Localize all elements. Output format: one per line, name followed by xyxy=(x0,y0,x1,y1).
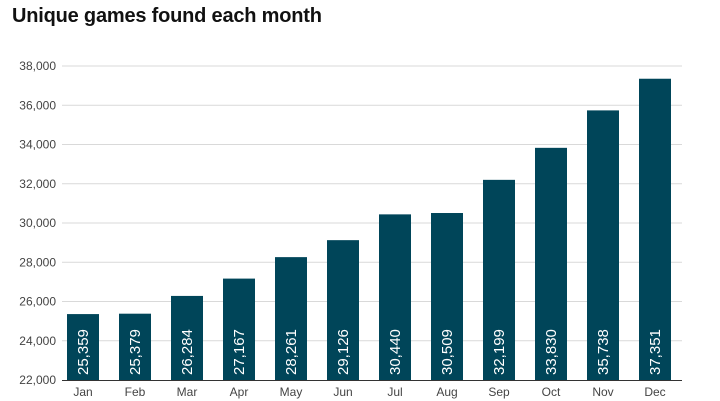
y-tick-label: 24,000 xyxy=(19,334,56,348)
y-tick-label: 34,000 xyxy=(19,138,56,152)
bar xyxy=(587,110,619,380)
y-tick-label: 32,000 xyxy=(19,177,56,191)
y-tick-label: 36,000 xyxy=(19,98,56,112)
bar xyxy=(67,314,99,380)
bar-value-label: 26,284 xyxy=(179,329,196,375)
bar xyxy=(171,295,203,380)
bar xyxy=(639,78,671,380)
x-tick-label: Apr xyxy=(230,385,249,399)
bar xyxy=(119,313,151,380)
y-tick-label: 26,000 xyxy=(19,295,56,309)
bar-value-label: 33,830 xyxy=(543,329,560,375)
bar-value-label: 25,359 xyxy=(75,329,92,375)
x-tick-label: Feb xyxy=(125,385,146,399)
gridlines xyxy=(62,65,682,342)
bar xyxy=(223,278,255,380)
x-tick-label: Jun xyxy=(333,385,352,399)
bar xyxy=(431,213,463,380)
bar-value-label: 29,126 xyxy=(335,329,352,375)
x-tick-label: Dec xyxy=(644,385,665,399)
bar xyxy=(483,179,515,380)
bar xyxy=(535,147,567,380)
y-tick-label: 30,000 xyxy=(19,216,56,230)
x-tick-label: Jul xyxy=(387,385,402,399)
bar xyxy=(379,214,411,380)
bar-value-label: 30,509 xyxy=(439,329,456,375)
x-tick-label: Mar xyxy=(177,385,198,399)
bar-value-label: 27,167 xyxy=(231,329,248,375)
y-tick-label: 28,000 xyxy=(19,255,56,269)
x-tick-label: Aug xyxy=(436,385,457,399)
bar-value-label: 35,738 xyxy=(595,329,612,375)
x-tick-label: Oct xyxy=(542,385,561,399)
x-tick-label: May xyxy=(280,385,303,399)
bars: 25,359 25,379 26,284 27,167 28,261 29,126 30,4… xyxy=(67,78,671,380)
bar-value-label: 37,351 xyxy=(647,329,664,375)
y-tick-label: 22,000 xyxy=(19,373,56,387)
bar-value-label: 25,379 xyxy=(127,329,144,375)
bar-value-label: 30,440 xyxy=(387,329,404,375)
x-tick-label: Jan xyxy=(73,385,92,399)
x-tick-label: Sep xyxy=(488,385,510,399)
y-axis-ticks: 22,000 24,000 26,000 28,000 30,000 32,000 34,0… xyxy=(19,59,56,387)
x-axis-ticks: Jan Feb Mar Apr May Jun Jul Aug Sep Oct Nov Dec xyxy=(73,385,665,399)
x-tick-label: Nov xyxy=(592,385,613,399)
bar-value-label: 32,199 xyxy=(491,329,508,375)
bar xyxy=(327,240,359,380)
bar xyxy=(275,257,307,380)
bar-value-label: 28,261 xyxy=(283,329,300,375)
chart-title: Unique games found each month xyxy=(12,5,322,27)
y-tick-label: 38,000 xyxy=(19,59,56,73)
